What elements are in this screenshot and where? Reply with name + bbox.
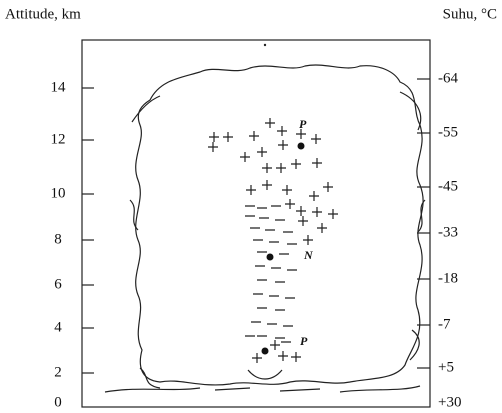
- charge-label: P: [299, 117, 307, 131]
- charge-center: [267, 254, 274, 261]
- left-axis-label: 14: [51, 79, 67, 95]
- sign-strokes: [208, 118, 338, 363]
- right-axis-label: -64: [438, 70, 458, 86]
- right-axis-label: -18: [438, 270, 458, 286]
- right-axis-label: +5: [438, 359, 454, 375]
- right-axis-label: -55: [438, 124, 458, 140]
- right-axis-label: -45: [438, 178, 458, 194]
- charge-center: [262, 348, 269, 355]
- left-axis-label: 8: [54, 231, 62, 247]
- right-axis-label: -33: [438, 224, 458, 240]
- left-axis-label: 4: [54, 319, 62, 335]
- charge-signs: [208, 118, 338, 363]
- left-axis-label: 2: [54, 364, 62, 380]
- cloud-outline: [136, 65, 423, 385]
- charge-label: N: [303, 248, 314, 262]
- right-axis-title: Suhu, °C: [443, 6, 497, 22]
- left-axis-label: 10: [51, 185, 66, 201]
- diagram: Attitude, km Suhu, °C P N P 14 12 10 8 6 4 2 0 -…: [0, 0, 502, 413]
- left-axis-title: Attitude, km: [5, 6, 81, 22]
- left-axis-label: 0: [54, 394, 62, 410]
- right-axis-label: +30: [438, 394, 461, 410]
- charge-label: P: [300, 334, 308, 348]
- right-axis-label: -7: [438, 316, 451, 332]
- charge-center: [298, 143, 305, 150]
- dot: [264, 44, 266, 46]
- left-axis-label: 12: [51, 131, 66, 147]
- cloud-outline-extra: [105, 92, 425, 392]
- left-axis-label: 6: [54, 276, 62, 292]
- ticks: [82, 79, 430, 373]
